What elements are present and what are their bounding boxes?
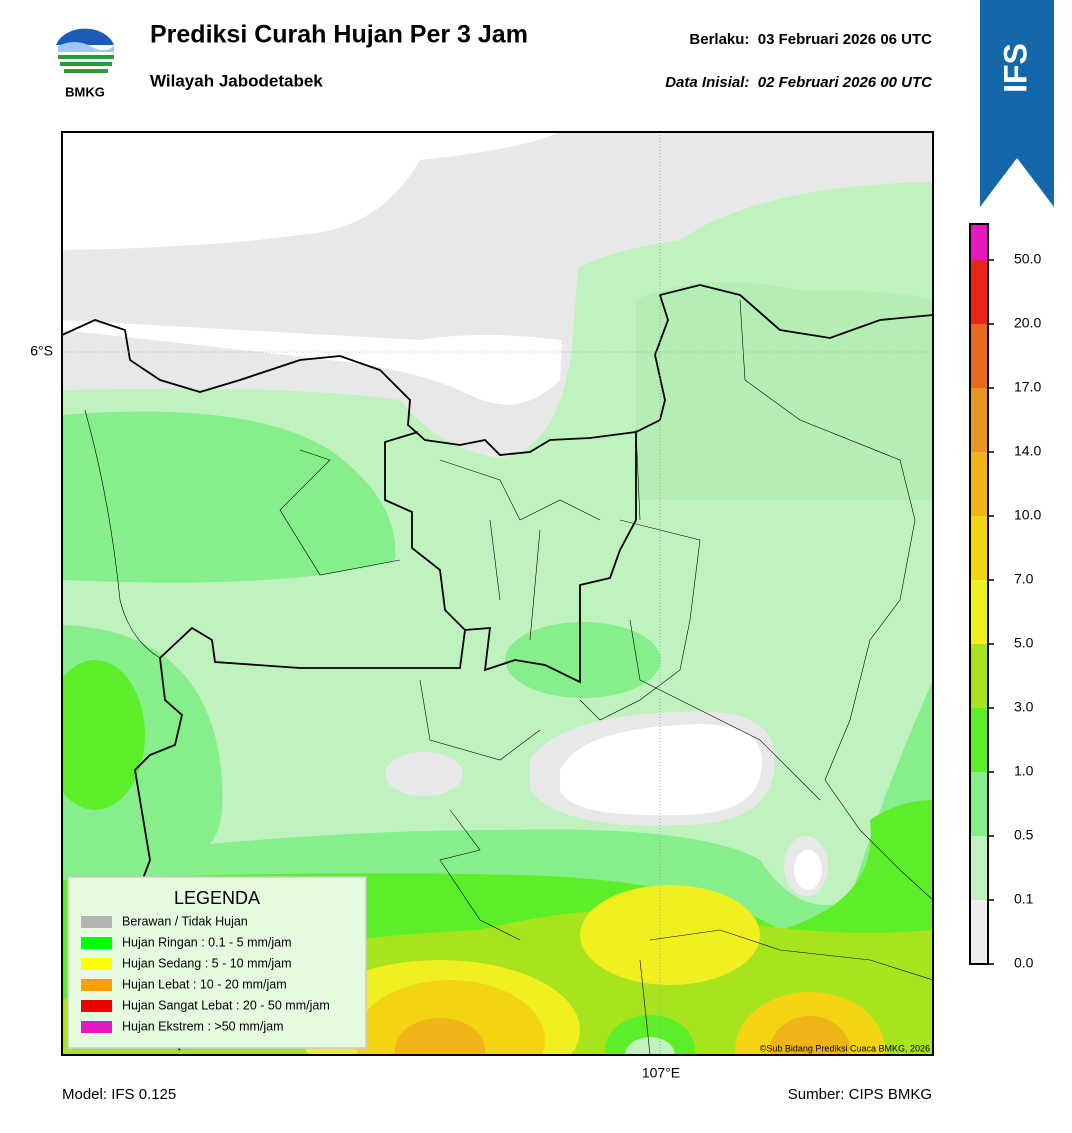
- init-time: Data Inisial: 02 Februari 2026 00 UTC: [665, 74, 933, 91]
- legend-title: LEGENDA: [174, 888, 260, 908]
- colorbar-tick-label: 1.0: [1014, 763, 1034, 779]
- colorbar: 0.0 0.1 0.5 1.0 3.0 5.0 7.0 10.0 14.0 17.0 20.0 50.…: [969, 223, 1041, 971]
- colorbar-tick-label: 0.1: [1014, 891, 1034, 907]
- colorbar-tick-label: 7.0: [1014, 571, 1034, 587]
- colorbar-tick-label: 17.0: [1014, 379, 1041, 395]
- map-frame: [61, 131, 934, 1056]
- legend-swatch: [81, 1021, 112, 1033]
- colorbar-segment: [970, 580, 988, 644]
- valid-time: Berlaku: 03 Februari 2026 06 UTC: [689, 31, 932, 48]
- colorbar-segment: [970, 260, 988, 324]
- colorbar-segment: [970, 644, 988, 708]
- title: Prediksi Curah Hujan Per 3 Jam: [150, 21, 528, 49]
- colorbar-tick-label: 14.0: [1014, 443, 1041, 459]
- colorbar-tick-label: 0.0: [1014, 955, 1034, 971]
- colorbar-segment: [970, 900, 988, 964]
- lon-label: 107°E: [642, 1065, 680, 1081]
- logo: BMKG: [56, 28, 114, 99]
- colorbar-tick-label: 5.0: [1014, 635, 1034, 651]
- colorbar-tick-label: 20.0: [1014, 315, 1041, 331]
- badge-text: IFS: [997, 43, 1033, 93]
- colorbar-tick-label: 3.0: [1014, 699, 1034, 715]
- legend-label: Berawan / Tidak Hujan: [122, 914, 248, 928]
- colorbar-segment: [970, 452, 988, 516]
- badge: [980, 0, 1054, 207]
- legend-swatch: [81, 958, 112, 970]
- colorbar-frame: [969, 223, 989, 965]
- legend-label: Hujan Ekstrem : >50 mm/jam: [122, 1019, 284, 1033]
- colorbar-segment: [970, 224, 988, 260]
- legend-label: Hujan Sangat Lebat : 20 - 50 mm/jam: [122, 998, 330, 1012]
- legend-swatch: [81, 916, 112, 928]
- legend: LEGENDA Berawan / Tidak Hujan Hujan Ringa…: [67, 876, 367, 1049]
- colorbar-tick-label: 50.0: [1014, 251, 1041, 267]
- legend-label: Hujan Lebat : 10 - 20 mm/jam: [122, 977, 287, 991]
- legend-swatch: [81, 979, 112, 991]
- legend-swatch: [81, 1000, 112, 1012]
- colorbar-segment: [970, 388, 988, 452]
- lat-label: 6°S: [30, 343, 53, 359]
- colorbar-tick-label: 0.5: [1014, 827, 1034, 843]
- colorbar-segment: [970, 516, 988, 580]
- legend-label: Hujan Ringan : 0.1 - 5 mm/jam: [122, 935, 292, 949]
- colorbar-segment: [970, 324, 988, 388]
- legend-swatch: [81, 937, 112, 949]
- colorbar-segment: [970, 708, 988, 772]
- colorbar-segment: [970, 836, 988, 900]
- legend-label: Hujan Sedang : 5 - 10 mm/jam: [122, 956, 292, 970]
- logo-text: BMKG: [65, 84, 105, 99]
- credit: ©Sub Bidang Prediksi Cuaca BMKG, 2026: [760, 1043, 930, 1053]
- subtitle: Wilayah Jabodetabek: [150, 71, 323, 90]
- model: Model: IFS 0.125: [62, 1086, 176, 1103]
- source: Sumber: CIPS BMKG: [788, 1086, 932, 1103]
- colorbar-segment: [970, 772, 988, 836]
- colorbar-tick-label: 10.0: [1014, 507, 1041, 523]
